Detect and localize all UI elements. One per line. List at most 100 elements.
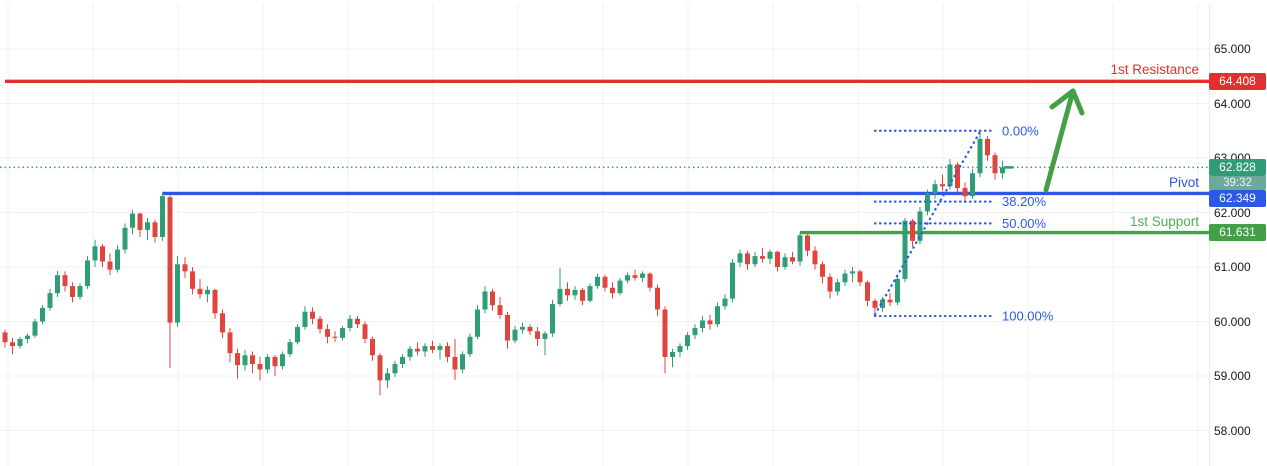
candle-body [107, 261, 113, 270]
candle-body [715, 306, 720, 325]
candle-body [10, 342, 15, 347]
candle-body [820, 264, 825, 277]
candle-body [782, 257, 788, 267]
candle-body [452, 356, 458, 370]
candle-body [655, 287, 660, 310]
candle-body [430, 346, 435, 350]
candle-body [77, 286, 83, 297]
pivot-line-label[interactable]: Pivot [1168, 175, 1199, 190]
candle-body [790, 257, 795, 262]
candle-body [962, 187, 968, 197]
fib-level-label[interactable]: 0.00% [1002, 123, 1039, 138]
fib-level-label[interactable]: 50.00% [1002, 216, 1047, 231]
candle-body [175, 264, 180, 323]
candle-body [85, 260, 90, 287]
candle-body [475, 309, 480, 337]
candle-body [730, 262, 735, 299]
candle-body [302, 311, 308, 327]
candle-body [340, 328, 345, 338]
candle-body [490, 291, 495, 306]
candle-body [47, 293, 53, 308]
candle-body [722, 298, 728, 307]
candle-body [602, 276, 608, 288]
up-arrow-head [1049, 88, 1085, 116]
candle-body [70, 286, 75, 297]
candle-body [737, 253, 743, 263]
candle-body [437, 346, 443, 350]
candle-body [257, 364, 263, 370]
candle-body [190, 271, 195, 289]
fib-trend-line[interactable] [873, 130, 982, 316]
price-axis-tick: 58.000 [1214, 423, 1251, 438]
candle-body [670, 352, 675, 357]
candle-body [317, 318, 323, 330]
candle-body [392, 364, 398, 374]
candle-body [227, 332, 233, 354]
candle-body [572, 289, 578, 296]
candle-body [692, 328, 698, 336]
bar-countdown-badge: 39:32 [1209, 176, 1266, 190]
fib-level-label[interactable]: 38.20% [1002, 194, 1047, 209]
candle-body [647, 273, 653, 288]
candle-body [355, 318, 360, 325]
candle-body [145, 222, 150, 230]
candle-body [745, 253, 750, 265]
candle-body [797, 235, 803, 262]
candle-body [422, 346, 428, 352]
candle-body [115, 249, 120, 270]
candle-body [850, 271, 855, 274]
candle-body [205, 289, 210, 295]
candle-body [17, 338, 23, 347]
candle-body [677, 346, 683, 353]
candle-body [265, 356, 270, 370]
candle-body [535, 331, 540, 339]
candle-body [880, 299, 885, 308]
support-price-badge: 61.631 [1209, 224, 1266, 241]
candle-body [527, 326, 533, 332]
candle-body [970, 173, 975, 197]
candle-body [130, 213, 135, 228]
price-axis-tick: 60.000 [1214, 314, 1251, 329]
candle-body [865, 282, 870, 301]
candle-body [887, 299, 893, 303]
candle-body [385, 373, 390, 381]
candle-body [565, 288, 570, 296]
price-axis-tick: 64.000 [1214, 96, 1251, 111]
candle-body [625, 275, 630, 281]
candle-body [482, 291, 488, 310]
candle-body [610, 287, 615, 294]
candle-body [40, 307, 45, 322]
candle-body [272, 356, 278, 367]
support-line-label[interactable]: 1st Support [1129, 214, 1199, 229]
price-axis-tick: 59.000 [1214, 369, 1251, 383]
candle-body [362, 324, 368, 339]
candle-body [445, 346, 450, 357]
candle-body [640, 273, 645, 278]
candle-body [100, 246, 105, 262]
candle-body [160, 196, 165, 238]
candle-body [505, 314, 510, 341]
up-arrow-annotation[interactable] [1043, 88, 1076, 193]
candle-body [760, 256, 765, 259]
candle-body [377, 355, 383, 381]
candle-body [617, 280, 623, 294]
candle-body [415, 348, 420, 352]
candle-body [55, 275, 60, 294]
resistance-price-badge: 64.408 [1209, 73, 1266, 90]
candle-body [497, 305, 503, 315]
candle-body [212, 289, 218, 314]
candle-body [902, 220, 908, 279]
current-price-badge: 62.828 [1209, 159, 1266, 176]
price-axis-tick: 65.000 [1214, 42, 1251, 56]
fib-level-label[interactable]: 100.00% [1002, 309, 1054, 324]
candle-body [595, 276, 600, 287]
pivot-price-badge: 62.349 [1209, 190, 1266, 207]
candle-body [542, 333, 548, 339]
candle-body [977, 138, 983, 174]
candle-body [827, 276, 833, 292]
candle-body [910, 220, 915, 241]
candle-body [310, 311, 315, 319]
resistance-line-label[interactable]: 1st Resistance [1110, 62, 1199, 77]
